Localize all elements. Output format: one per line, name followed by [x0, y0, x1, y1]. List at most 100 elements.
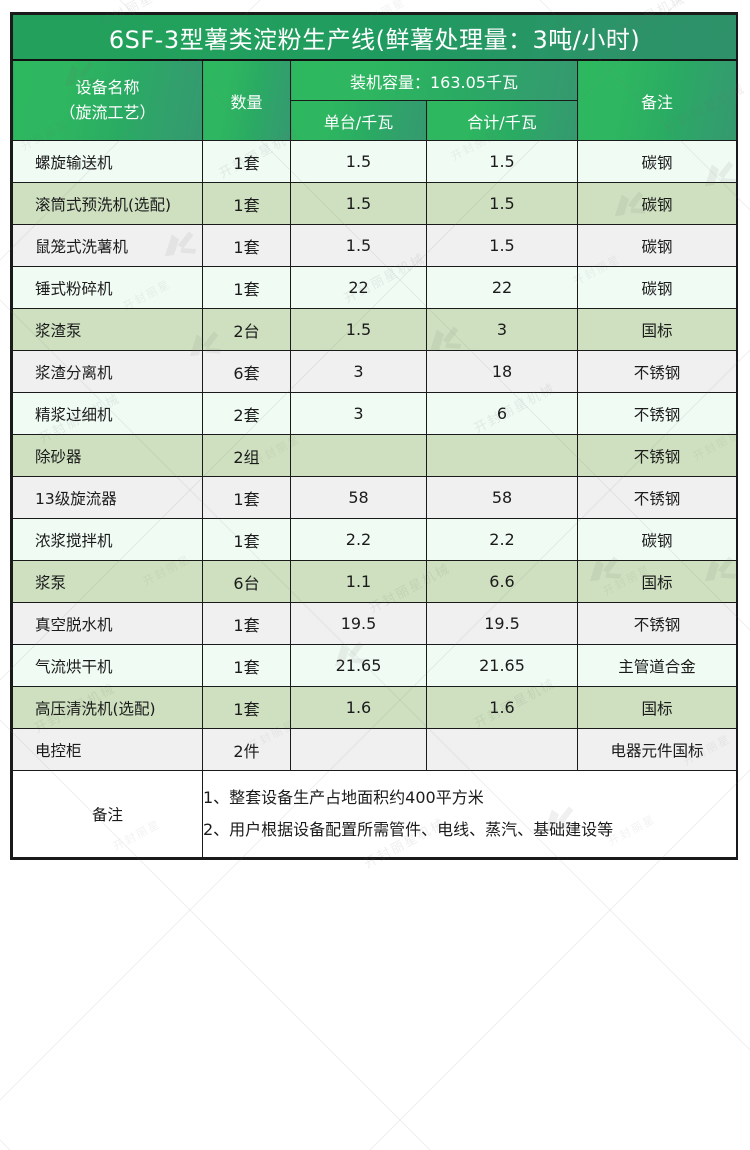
cell-single-power: 2.2 — [290, 518, 427, 561]
cell-quantity: 6台 — [202, 560, 291, 603]
cell-device: 13级旋流器 — [12, 476, 203, 519]
cell-total-power: 22 — [426, 266, 578, 309]
cell-total-power: 1.5 — [426, 224, 578, 267]
equipment-spec-table: 6SF-3型薯类淀粉生产线(鲜薯处理量：3吨/小时) 设备名称 （旋流工艺） 数… — [11, 14, 738, 858]
cell-remark: 国标 — [576, 308, 738, 351]
cell-remark: 不锈钢 — [576, 476, 738, 519]
cell-remark: 碳钢 — [576, 518, 738, 561]
cell-single-power: 1.5 — [290, 182, 427, 225]
cell-single-power: 1.6 — [290, 686, 427, 729]
header-remark: 备注 — [576, 59, 738, 141]
table-row: 浆渣泵 2台 1.5 3 国标 — [12, 308, 738, 351]
cell-quantity: 1套 — [202, 140, 291, 183]
table-row: 真空脱水机 1套 19.5 19.5 不锈钢 — [12, 602, 738, 645]
cell-quantity: 2组 — [202, 434, 291, 477]
cell-device: 气流烘干机 — [12, 644, 203, 687]
cell-single-power: 3 — [290, 350, 427, 393]
cell-device: 除砂器 — [12, 434, 203, 477]
cell-total-power: 6 — [426, 392, 578, 435]
cell-device: 高压清洗机(选配) — [12, 686, 203, 729]
cell-remark: 碳钢 — [576, 224, 738, 267]
cell-single-power — [290, 728, 427, 771]
cell-total-power: 1.5 — [426, 182, 578, 225]
cell-total-power — [426, 434, 578, 477]
header-single-unit: 单台/千瓦 — [290, 100, 427, 141]
cell-remark: 碳钢 — [576, 182, 738, 225]
spec-table-container: 6SF-3型薯类淀粉生产线(鲜薯处理量：3吨/小时) 设备名称 （旋流工艺） 数… — [10, 12, 738, 860]
cell-quantity: 1套 — [202, 602, 291, 645]
table-subheader-row: 单台/千瓦 合计/千瓦 — [13, 100, 737, 141]
cell-single-power: 3 — [290, 392, 427, 435]
cell-device: 浆渣泵 — [12, 308, 203, 351]
table-row: 精浆过细机 2套 3 6 不锈钢 — [12, 392, 738, 435]
cell-single-power: 1.1 — [290, 560, 427, 603]
header-device-name-line1: 设备名称 — [75, 77, 140, 97]
header-device-name-line2: （旋流工艺） — [59, 102, 156, 122]
cell-single-power: 1.5 — [290, 308, 427, 351]
table-row: 浆渣分离机 6套 3 18 不锈钢 — [12, 350, 738, 393]
cell-remark: 不锈钢 — [576, 350, 738, 393]
table-row: 锤式粉碎机 1套 22 22 碳钢 — [12, 266, 738, 309]
cell-single-power: 1.5 — [290, 140, 427, 183]
cell-single-power: 1.5 — [290, 224, 427, 267]
table-row: 气流烘干机 1套 21.65 21.65 主管道合金 — [12, 644, 738, 687]
table-row: 螺旋输送机 1套 1.5 1.5 碳钢 — [12, 140, 738, 183]
header-capacity-group: 装机容量：163.05千瓦 — [290, 59, 578, 101]
cell-device: 真空脱水机 — [12, 602, 203, 645]
table-row: 高压清洗机(选配) 1套 1.6 1.6 国标 — [12, 686, 738, 729]
table-row: 浆泵 6台 1.1 6.6 国标 — [12, 560, 738, 603]
cell-remark: 不锈钢 — [576, 434, 738, 477]
cell-quantity: 1套 — [202, 644, 291, 687]
cell-total-power: 19.5 — [426, 602, 578, 645]
cell-total-power: 2.2 — [426, 518, 578, 561]
cell-remark: 电器元件国标 — [576, 728, 738, 771]
header-total-unit: 合计/千瓦 — [426, 100, 578, 141]
cell-single-power: 58 — [290, 476, 427, 519]
header-device-name: 设备名称 （旋流工艺） — [12, 59, 203, 141]
cell-device: 电控柜 — [12, 728, 203, 771]
cell-quantity: 2件 — [202, 728, 291, 771]
cell-quantity: 2台 — [202, 308, 291, 351]
cell-device: 浆渣分离机 — [12, 350, 203, 393]
cell-remark: 国标 — [576, 686, 738, 729]
cell-quantity: 6套 — [202, 350, 291, 393]
cell-total-power: 58 — [426, 476, 578, 519]
cell-quantity: 1套 — [202, 224, 291, 267]
header-quantity: 数量 — [202, 59, 291, 141]
cell-remark: 国标 — [576, 560, 738, 603]
cell-device: 锤式粉碎机 — [12, 266, 203, 309]
cell-total-power: 1.5 — [426, 140, 578, 183]
cell-quantity: 1套 — [202, 476, 291, 519]
table-row: 浓浆搅拌机 1套 2.2 2.2 碳钢 — [12, 518, 738, 561]
cell-quantity: 2套 — [202, 392, 291, 435]
cell-single-power: 22 — [290, 266, 427, 309]
table-row: 13级旋流器 1套 58 58 不锈钢 — [12, 476, 738, 519]
cell-single-power: 21.65 — [290, 644, 427, 687]
footer-note-row: 备注 1、整套设备生产占地面积约400平方米 2、用户根据设备配置所需管件、电线、蒸… — [12, 770, 738, 858]
cell-quantity: 1套 — [202, 686, 291, 729]
table-title-row: 6SF-3型薯类淀粉生产线(鲜薯处理量：3吨/小时) — [11, 14, 738, 61]
cell-device: 精浆过细机 — [12, 392, 203, 435]
cell-total-power: 6.6 — [426, 560, 578, 603]
cell-total-power — [426, 728, 578, 771]
cell-device: 鼠笼式洗薯机 — [12, 224, 203, 267]
cell-quantity: 1套 — [202, 182, 291, 225]
cell-total-power: 1.6 — [426, 686, 578, 729]
table-row: 滚筒式预洗机(选配) 1套 1.5 1.5 碳钢 — [12, 182, 738, 225]
footer-note-line: 2、用户根据设备配置所需管件、电线、蒸汽、基础建设等 — [203, 820, 614, 839]
cell-total-power: 3 — [426, 308, 578, 351]
cell-device: 浓浆搅拌机 — [12, 518, 203, 561]
footer-note-label: 备注 — [12, 770, 203, 858]
cell-quantity: 1套 — [202, 518, 291, 561]
table-row: 电控柜 2件 电器元件国标 — [12, 728, 738, 771]
cell-remark: 不锈钢 — [576, 602, 738, 645]
cell-total-power: 21.65 — [426, 644, 578, 687]
cell-remark: 碳钢 — [576, 140, 738, 183]
cell-device: 浆泵 — [12, 560, 203, 603]
cell-quantity: 1套 — [202, 266, 291, 309]
footer-note-body: 1、整套设备生产占地面积约400平方米 2、用户根据设备配置所需管件、电线、蒸汽、… — [201, 770, 738, 858]
cell-single-power — [290, 434, 427, 477]
cell-remark: 碳钢 — [576, 266, 738, 309]
table-row: 鼠笼式洗薯机 1套 1.5 1.5 碳钢 — [12, 224, 738, 267]
cell-single-power: 19.5 — [290, 602, 427, 645]
